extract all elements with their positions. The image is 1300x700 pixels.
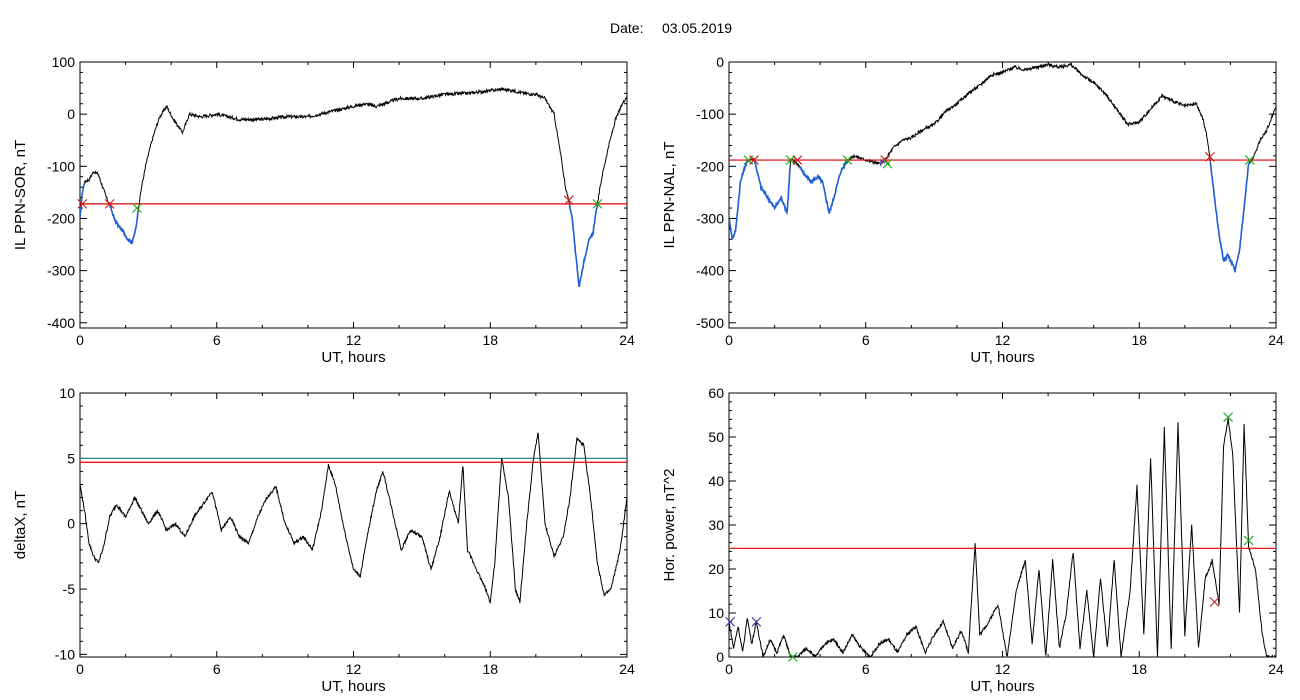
event-marker [77, 198, 88, 209]
y-tick-label: -300 [696, 210, 724, 226]
x-tick-label: 0 [76, 332, 84, 348]
x-tick-label: 0 [725, 332, 733, 348]
event-marker [132, 203, 142, 213]
event-marker [725, 616, 736, 627]
x-tick-label: 6 [862, 332, 870, 348]
event-marker [1243, 535, 1254, 546]
event-marker [792, 155, 803, 165]
event-marker [1209, 597, 1220, 607]
event-marker [104, 198, 115, 209]
y-tick-label: -100 [47, 158, 75, 174]
series-line [80, 86, 627, 287]
panel-deltax: 0 6 12 18 24 10 5 0 -5 -10 UT, hours deltaX, nT [12, 385, 635, 695]
x-tick-label: 18 [482, 661, 498, 677]
y-tick-label: 0 [716, 649, 724, 665]
series-line [80, 432, 627, 604]
y-tick-label: -100 [696, 106, 724, 122]
x-tick-label: 24 [1268, 661, 1284, 677]
x-tick-label: 12 [346, 661, 362, 677]
y-axis-label: IL PPN-NAL, nT [661, 142, 678, 249]
highlight-segment [108, 203, 139, 245]
date-label: Date: [610, 20, 643, 36]
y-tick-label: -10 [55, 646, 75, 662]
x-axis-label: UT, hours [970, 349, 1034, 366]
y-tick-label: 10 [708, 605, 724, 621]
y-tick-label: 0 [716, 54, 724, 70]
event-marker [1244, 155, 1255, 165]
x-tick-label: 18 [482, 332, 498, 348]
x-axis-label: UT, hours [321, 349, 385, 366]
y-tick-label: 50 [708, 429, 724, 445]
x-tick-label: 6 [862, 661, 870, 677]
x-tick-label: 0 [76, 661, 84, 677]
y-tick-label: 40 [708, 473, 724, 489]
y-tick-label: 5 [67, 450, 75, 466]
highlight-segment [1209, 161, 1251, 273]
x-axis-label: UT, hours [321, 678, 385, 695]
y-axis-label: IL PPN-SOR, nT [12, 140, 29, 250]
y-tick-label: -200 [696, 158, 724, 174]
y-tick-label: -5 [63, 581, 76, 597]
highlight-segment [568, 202, 599, 287]
y-tick-label: 10 [59, 385, 75, 401]
x-tick-label: 24 [619, 332, 635, 348]
event-marker [749, 155, 759, 165]
x-tick-label: 24 [1268, 332, 1284, 348]
event-marker [592, 198, 603, 209]
event-marker [751, 616, 762, 627]
event-marker [1204, 152, 1215, 162]
x-tick-label: 24 [619, 661, 635, 677]
y-tick-label: -500 [696, 315, 724, 331]
event-marker [563, 195, 574, 206]
y-tick-label: 60 [708, 385, 724, 401]
plot-frame [728, 392, 1277, 658]
series-line [729, 418, 1276, 657]
highlight-segment [729, 158, 749, 241]
date-value: 03.05.2019 [662, 20, 732, 36]
event-marker [882, 158, 893, 169]
panel-ppn-nal: 0 6 12 18 24 0 -100 -200 -300 -400 -500 UT, hours IL… [661, 54, 1284, 366]
event-marker [787, 652, 798, 662]
y-tick-label: 30 [708, 517, 724, 533]
plot-frame [79, 61, 628, 329]
y-tick-label: -300 [47, 263, 75, 279]
y-tick-label: 0 [67, 106, 75, 122]
panel-hor-power: 0 6 12 18 24 60 50 40 30 20 10 0 UT, hours Hor. power… [661, 385, 1284, 695]
highlight-segment [80, 182, 86, 218]
x-tick-label: 12 [995, 332, 1011, 348]
y-tick-label: -400 [47, 315, 75, 331]
y-tick-label: -200 [47, 210, 75, 226]
event-marker [842, 155, 853, 165]
x-tick-label: 18 [1131, 332, 1147, 348]
highlight-segment [798, 159, 849, 214]
y-axis-label: deltaX, nT [12, 491, 29, 559]
event-marker [1223, 412, 1234, 423]
panel-ppn-sor: 0 6 12 18 24 100 0 -100 -200 -300 -400 UT, hours IL … [12, 54, 635, 366]
y-tick-label: -400 [696, 263, 724, 279]
y-tick-label: 0 [67, 516, 75, 532]
highlight-segment [753, 159, 791, 216]
x-axis-label: UT, hours [970, 678, 1034, 695]
x-tick-label: 12 [346, 332, 362, 348]
x-tick-label: 6 [213, 332, 221, 348]
y-tick-label: 100 [52, 54, 76, 70]
x-tick-label: 0 [725, 661, 733, 677]
series-line [729, 62, 1276, 273]
x-tick-label: 12 [995, 661, 1011, 677]
y-axis-label: Hor. power, nT^2 [661, 469, 678, 582]
x-tick-label: 6 [213, 661, 221, 677]
plot-frame [728, 61, 1277, 329]
x-tick-label: 18 [1131, 661, 1147, 677]
y-tick-label: 20 [708, 561, 724, 577]
